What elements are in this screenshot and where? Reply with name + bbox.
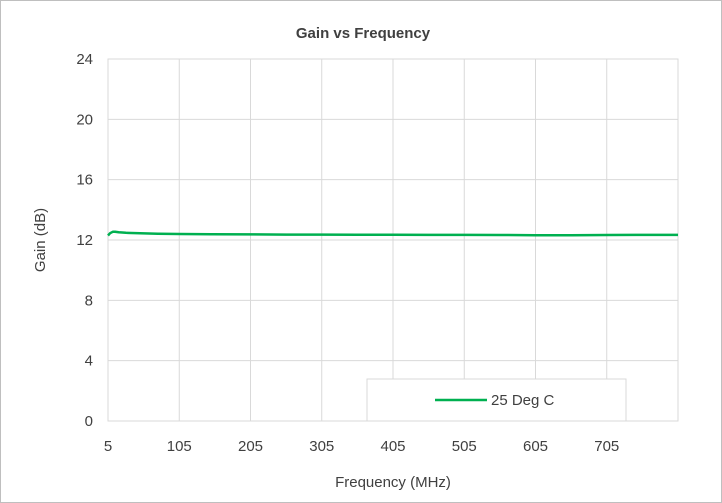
x-tick-label: 505 [452,438,477,455]
x-tick-label: 105 [167,438,192,455]
legend-entry: 25 Deg C [491,392,555,409]
x-tick-label: 305 [309,438,334,455]
x-tick-label: 205 [238,438,263,455]
grid [107,58,679,422]
x-tick-label: 5 [104,438,112,455]
y-axis-label: Gain (dB) [32,208,49,272]
x-tick-label: 405 [380,438,405,455]
y-tick-labels: 0 4 8 12 16 20 24 [76,51,93,430]
x-tick-label: 705 [594,438,619,455]
y-tick-label: 0 [85,413,93,430]
y-tick-label: 16 [76,172,93,189]
x-tick-label: 605 [523,438,548,455]
x-tick-labels: 5 105 205 305 405 505 605 705 [104,438,619,455]
legend: 25 Deg C [366,378,627,422]
y-tick-label: 4 [85,353,93,370]
legend-box [366,378,627,422]
chart-title: Gain vs Frequency [296,25,431,42]
x-axis-label: Frequency (MHz) [335,474,451,491]
y-tick-label: 12 [76,232,93,249]
series-line [107,230,678,237]
series-layer [107,230,678,237]
y-tick-label: 8 [85,292,93,309]
y-tick-label: 24 [76,51,93,68]
y-tick-label: 20 [76,111,93,128]
